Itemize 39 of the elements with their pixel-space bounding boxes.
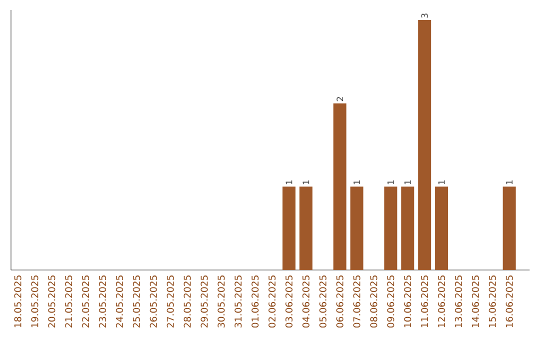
x-tick-label: 21.05.2025 bbox=[65, 276, 72, 328]
x-tick-label: 02.06.2025 bbox=[268, 276, 276, 328]
x-tick-label: 16.06.2025 bbox=[506, 276, 513, 328]
x-tick-label: 04.06.2025 bbox=[302, 276, 310, 328]
x-tick-label: 18.05.2025 bbox=[14, 276, 22, 328]
x-tick-label: 22.05.2025 bbox=[82, 276, 90, 328]
x-tick-label: 28.05.2025 bbox=[184, 276, 191, 328]
x-tick-label: 11.06.2025 bbox=[421, 276, 428, 328]
x-tick-label: 08.06.2025 bbox=[370, 276, 378, 328]
x-tick-label: 06.06.2025 bbox=[336, 276, 344, 328]
data-label: 2 bbox=[336, 97, 344, 102]
x-tick-label: 30.05.2025 bbox=[218, 276, 225, 328]
x-tick-label: 05.06.2025 bbox=[319, 276, 326, 328]
x-tick-label: 23.05.2025 bbox=[99, 276, 106, 328]
x-tick-label: 20.05.2025 bbox=[48, 276, 56, 328]
data-label: 3 bbox=[421, 14, 428, 18]
x-tick-label: 26.05.2025 bbox=[150, 276, 157, 328]
x-tick-label: 19.05.2025 bbox=[31, 276, 38, 328]
x-tick-label: 15.06.2025 bbox=[488, 276, 496, 328]
data-label: 1 bbox=[438, 180, 445, 184]
data-label: 1 bbox=[354, 180, 360, 184]
x-tick-label: 10.06.2025 bbox=[404, 276, 412, 328]
x-tick-label: 09.06.2025 bbox=[387, 276, 394, 328]
data-label: 1 bbox=[286, 180, 292, 184]
x-tick-label: 24.05.2025 bbox=[116, 276, 124, 328]
data-label: 1 bbox=[388, 180, 394, 184]
x-tick-label: 03.06.2025 bbox=[285, 276, 292, 328]
x-tick-label: 27.05.2025 bbox=[166, 276, 174, 328]
x-tick-label: 01.06.2025 bbox=[252, 276, 259, 328]
data-label: 1 bbox=[506, 180, 512, 184]
data-label: 1 bbox=[404, 180, 411, 184]
x-tick-label: 25.05.2025 bbox=[132, 276, 140, 328]
x-tick-label: 14.06.2025 bbox=[472, 276, 479, 328]
x-tick-label: 12.06.2025 bbox=[438, 276, 446, 328]
data-label: 1 bbox=[302, 180, 310, 184]
x-tick-label: 13.06.2025 bbox=[454, 276, 462, 328]
x-tick-label: 07.06.2025 bbox=[353, 276, 360, 328]
x-tick-label: 29.05.2025 bbox=[200, 276, 208, 328]
x-tick-label: 31.05.2025 bbox=[234, 276, 242, 328]
